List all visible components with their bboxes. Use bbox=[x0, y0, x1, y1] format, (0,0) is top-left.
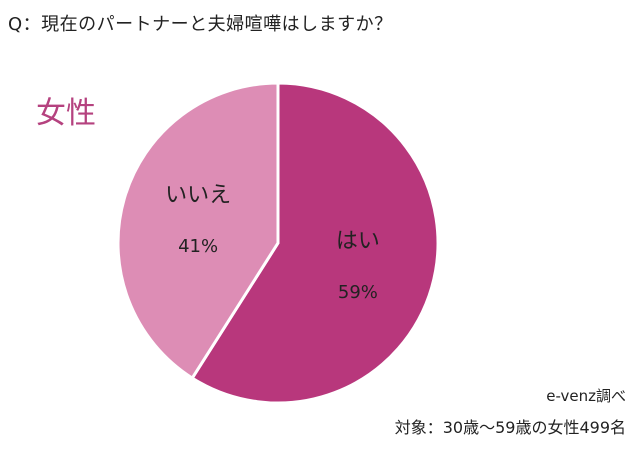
pie-slice-1 bbox=[190, 81, 440, 405]
slice-value-label-1: 59% bbox=[338, 282, 378, 303]
question-title: Q：現在のパートナーと夫婦喧嘩はしますか？ bbox=[8, 14, 393, 35]
pie-slice-2 bbox=[116, 81, 280, 381]
group-label: 女性 bbox=[36, 96, 96, 131]
pie-slices bbox=[116, 81, 440, 405]
pie-labels: はい 59% いいえ 41% bbox=[165, 183, 380, 303]
target-note: 対象：30歳〜59歳の女性499名 bbox=[394, 418, 626, 437]
slice-value-label-2: 41% bbox=[178, 236, 218, 257]
slice-label-2: いいえ bbox=[165, 183, 231, 208]
slice-label-1: はい bbox=[336, 229, 380, 254]
source-note: e-venz調べ bbox=[546, 387, 626, 405]
